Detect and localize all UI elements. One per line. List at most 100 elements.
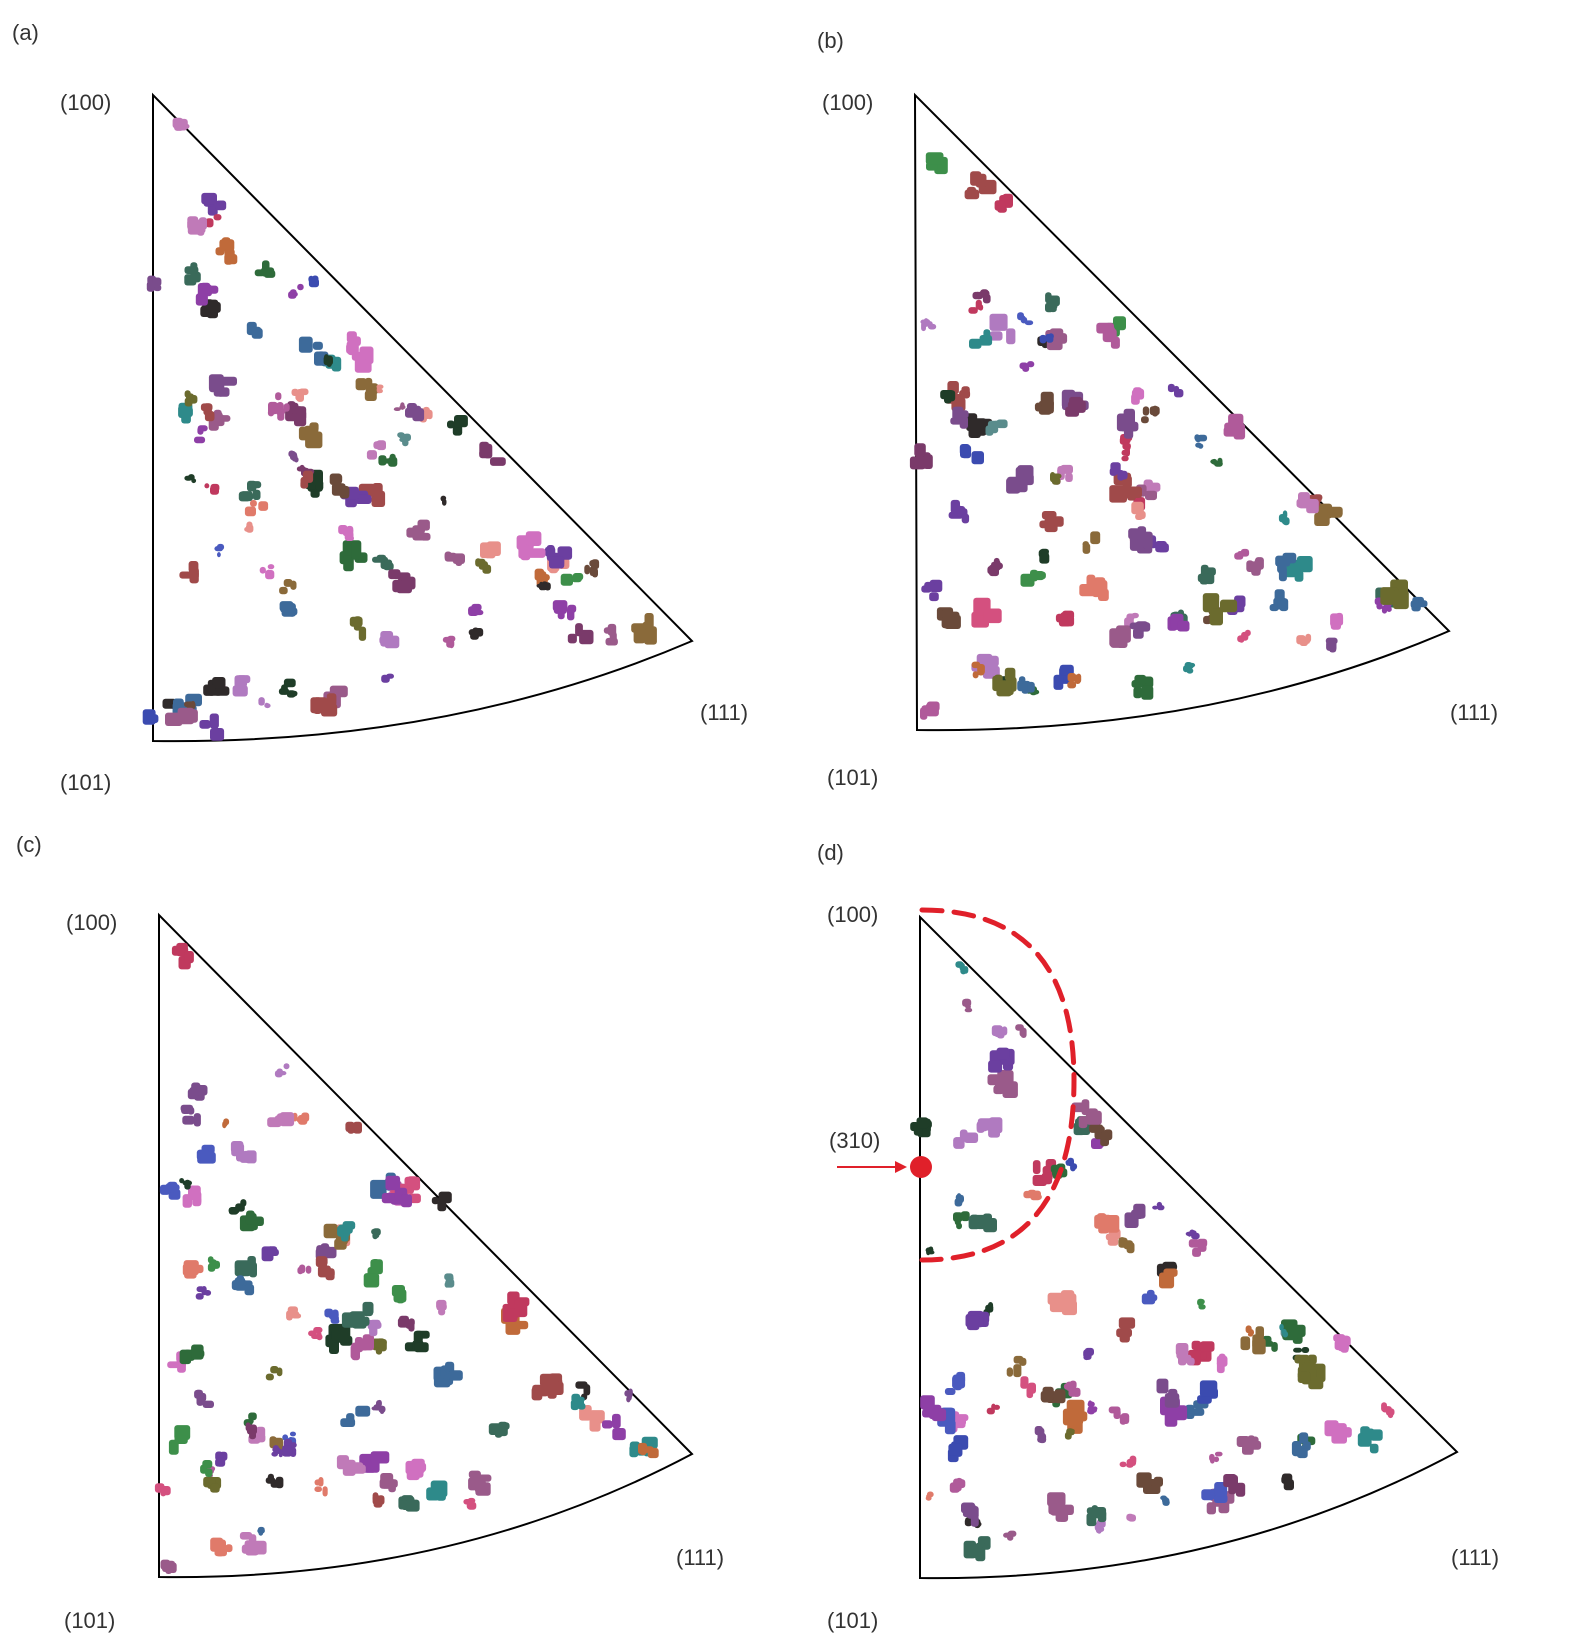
grain-cluster bbox=[987, 1070, 1018, 1098]
grain-pixel bbox=[184, 1265, 197, 1279]
grain-cluster bbox=[925, 1246, 935, 1256]
grain-pixel bbox=[1096, 1213, 1107, 1223]
grain-cluster bbox=[1087, 1400, 1098, 1415]
grain-pixel bbox=[194, 436, 206, 444]
ipf-triangle-c: (c) (100) (101) (111) bbox=[16, 832, 724, 1633]
grain-pixel bbox=[609, 631, 617, 644]
panel-d: (d) (100) (101) (111) (310) bbox=[797, 820, 1594, 1640]
grain-cluster bbox=[1237, 629, 1251, 643]
grain-pixel bbox=[1110, 462, 1121, 475]
grain-cluster bbox=[1128, 526, 1153, 554]
ipf-triangle-a: (a) (100) (101) (111) bbox=[12, 20, 748, 795]
grain-pixel bbox=[305, 1265, 312, 1274]
grain-pixel bbox=[236, 675, 251, 684]
grain-cluster bbox=[1380, 579, 1409, 610]
grain-cluster bbox=[1131, 387, 1145, 405]
grain-cluster bbox=[279, 601, 298, 617]
grain-points bbox=[154, 942, 659, 1574]
grain-pixel bbox=[1278, 565, 1287, 582]
pole-100-label: (100) bbox=[827, 902, 878, 927]
grain-pixel bbox=[205, 218, 214, 228]
grain-cluster bbox=[329, 473, 350, 499]
grain-pixel bbox=[1152, 1205, 1158, 1210]
grain-pixel bbox=[1023, 1190, 1033, 1199]
grain-cluster bbox=[279, 579, 297, 595]
panel-label: (d) bbox=[817, 840, 844, 865]
grain-cluster bbox=[325, 1323, 353, 1354]
grain-pixel bbox=[914, 443, 926, 457]
grain-cluster bbox=[433, 1361, 463, 1388]
grain-pixel bbox=[177, 1361, 186, 1373]
grain-cluster bbox=[1034, 391, 1054, 415]
triangle-outline bbox=[913, 92, 1451, 732]
grain-pixel bbox=[1213, 1456, 1220, 1463]
grain-pixel bbox=[178, 120, 188, 131]
grain-pixel bbox=[186, 395, 198, 404]
grain-pixel bbox=[400, 402, 405, 410]
grain-cluster bbox=[142, 709, 159, 725]
pole-100-label: (100) bbox=[822, 90, 873, 115]
grain-cluster bbox=[207, 1256, 220, 1272]
grain-pixel bbox=[525, 531, 542, 546]
grain-pixel bbox=[169, 1184, 180, 1191]
grain-pixel bbox=[989, 331, 1003, 341]
grain-cluster bbox=[1094, 1213, 1120, 1234]
grain-pixel bbox=[972, 671, 979, 679]
310-highlight bbox=[837, 907, 1077, 1263]
panel-label: (c) bbox=[16, 832, 42, 857]
grain-cluster bbox=[986, 1403, 1000, 1415]
grain-pixel bbox=[1228, 413, 1244, 432]
grain-pixel bbox=[961, 513, 970, 524]
grain-pixel bbox=[342, 1459, 356, 1476]
grain-pixel bbox=[186, 275, 196, 283]
grain-pixel bbox=[920, 1395, 935, 1410]
grain-cluster bbox=[234, 1256, 257, 1278]
grain-pixel bbox=[920, 707, 928, 720]
grain-cluster bbox=[910, 1117, 932, 1138]
grain-pixel bbox=[1086, 574, 1096, 588]
grain-pixel bbox=[249, 1262, 257, 1278]
grain-pixel bbox=[279, 1112, 295, 1127]
grain-pixel bbox=[173, 698, 184, 708]
triangle-edge bbox=[913, 92, 1451, 732]
grain-pixel bbox=[633, 627, 646, 644]
grain-points bbox=[910, 961, 1395, 1562]
grain-pixel bbox=[527, 548, 546, 558]
grain-pixel bbox=[1136, 1472, 1152, 1488]
grain-pixel bbox=[1105, 1233, 1117, 1241]
grain-pixel bbox=[1279, 1323, 1284, 1331]
grain-cluster bbox=[404, 1330, 430, 1353]
grain-cluster bbox=[936, 607, 961, 629]
grain-cluster bbox=[195, 1286, 212, 1300]
grain-cluster bbox=[1015, 1024, 1027, 1038]
pole-101-label: (101) bbox=[827, 765, 878, 790]
grain-cluster bbox=[1121, 447, 1130, 462]
grain-pixel bbox=[571, 576, 582, 583]
pole-100-label: (100) bbox=[60, 90, 111, 115]
grain-cluster bbox=[1006, 465, 1034, 494]
grain-cluster bbox=[1187, 1340, 1215, 1366]
grain-pixel bbox=[196, 1085, 208, 1096]
grain-cluster bbox=[949, 1477, 966, 1493]
grain-pixel bbox=[1058, 1504, 1074, 1515]
grain-pixel bbox=[1245, 1325, 1252, 1334]
grain-points bbox=[142, 117, 657, 741]
grain-cluster bbox=[1152, 1201, 1165, 1211]
grain-cluster bbox=[1275, 552, 1297, 582]
grain-cluster bbox=[921, 579, 943, 602]
grain-pixel bbox=[967, 1315, 980, 1331]
grain-pixel bbox=[328, 1313, 338, 1320]
grain-cluster bbox=[1333, 1334, 1351, 1353]
grain-cluster bbox=[208, 374, 237, 397]
grain-pixel bbox=[181, 1105, 191, 1114]
grain-cluster bbox=[987, 557, 1003, 577]
grain-pixel bbox=[184, 951, 194, 964]
grain-pixel bbox=[1168, 1388, 1178, 1399]
grain-pixel bbox=[1186, 664, 1194, 669]
grain-cluster bbox=[388, 569, 416, 594]
grain-pixel bbox=[1334, 1340, 1343, 1351]
grain-cluster bbox=[337, 1221, 356, 1242]
grain-pixel bbox=[258, 501, 269, 511]
grain-pixel bbox=[950, 499, 960, 514]
grain-pixel bbox=[1324, 1420, 1339, 1437]
